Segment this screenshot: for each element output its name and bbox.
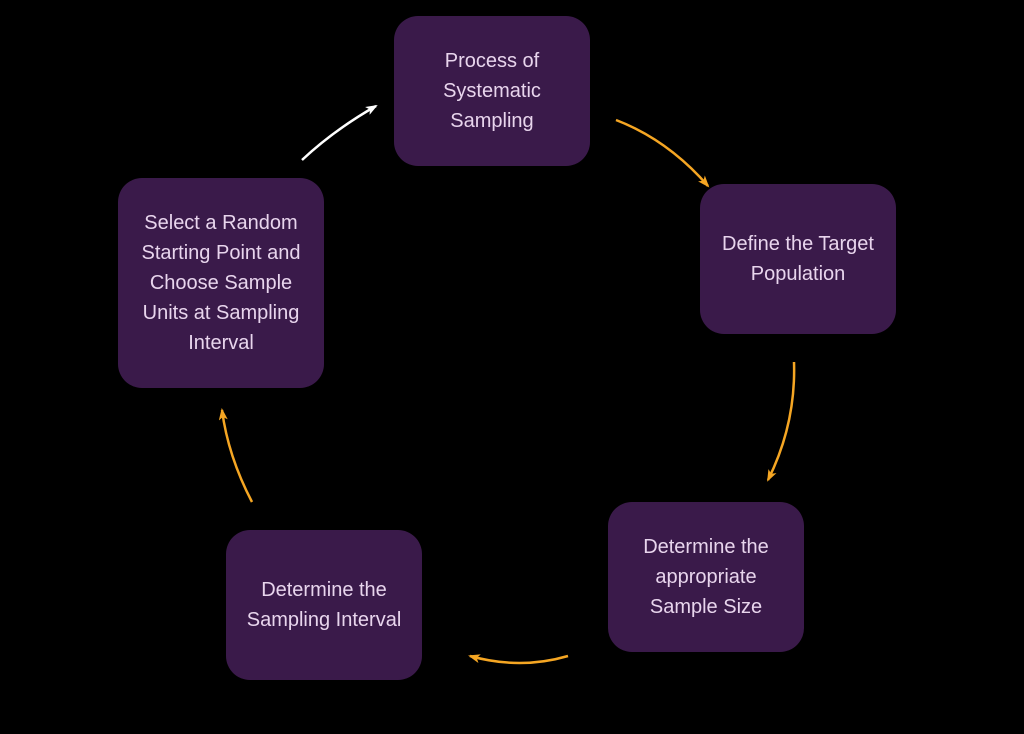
flowchart-node-label: Determine the appropriate Sample Size bbox=[626, 532, 786, 622]
flowchart-node-label: Define the Target Population bbox=[718, 229, 878, 289]
flowchart-node-n3: Determine the Sampling Interval bbox=[226, 530, 422, 680]
flowchart-edge-n0-n1 bbox=[616, 120, 708, 186]
flowchart-node-n2: Determine the appropriate Sample Size bbox=[608, 502, 804, 652]
flowchart-edge-n3-n4 bbox=[222, 410, 252, 502]
flowchart-edge-n4-n0 bbox=[302, 106, 376, 160]
flowchart-edge-n1-n2 bbox=[768, 362, 794, 480]
flowchart-node-label: Select a Random Starting Point and Choos… bbox=[136, 208, 306, 358]
flowchart-node-n4: Select a Random Starting Point and Choos… bbox=[118, 178, 324, 388]
flowchart-node-n0: Process of Systematic Sampling bbox=[394, 16, 590, 166]
flowchart-node-label: Determine the Sampling Interval bbox=[244, 575, 404, 635]
flowchart-edge-n2-n3 bbox=[470, 656, 568, 663]
flowchart-node-label: Process of Systematic Sampling bbox=[412, 46, 572, 136]
flowchart-node-n1: Define the Target Population bbox=[700, 184, 896, 334]
